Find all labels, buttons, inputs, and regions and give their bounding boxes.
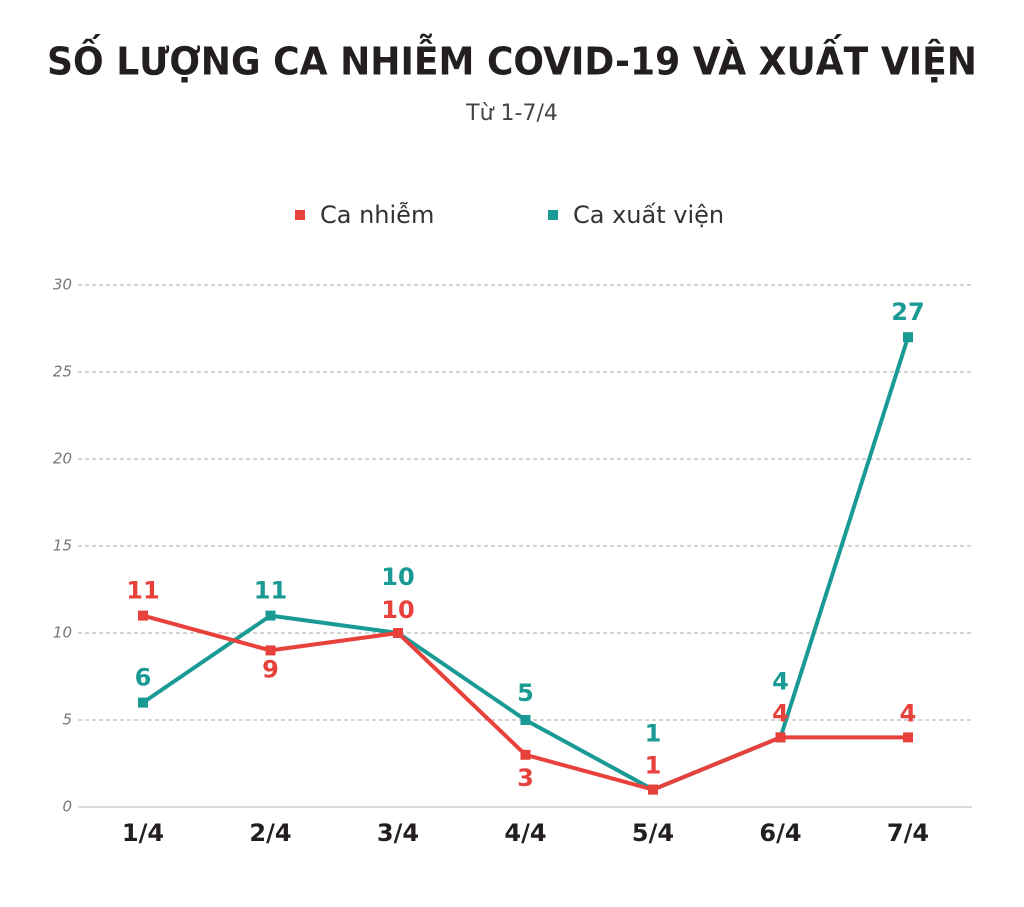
data-point	[775, 732, 786, 743]
data-label: 11	[254, 577, 287, 605]
y-tick-label: 30	[53, 276, 72, 294]
x-tick-label: 4/4	[504, 819, 546, 847]
x-tick-label: 5/4	[632, 819, 674, 847]
data-point	[265, 610, 276, 621]
legend-swatch	[295, 210, 305, 220]
data-label: 9	[262, 655, 279, 683]
chart-subtitle: Từ 1-7/4	[465, 101, 558, 126]
data-point	[138, 697, 148, 708]
data-label: 10	[381, 563, 414, 591]
data-label: 3	[517, 764, 534, 792]
y-tick-label: 0	[62, 798, 72, 816]
data-label: 27	[891, 298, 924, 326]
data-point	[903, 732, 913, 743]
data-point	[903, 332, 913, 343]
y-tick-label: 20	[53, 450, 72, 468]
data-label: 10	[381, 596, 414, 624]
data-point	[393, 628, 403, 638]
data-label: 4	[772, 667, 789, 695]
y-tick-label: 5	[62, 711, 72, 729]
data-point	[648, 784, 658, 795]
x-tick-label: 1/4	[122, 819, 164, 847]
data-label: 11	[126, 577, 159, 605]
x-tick-label: 2/4	[249, 819, 291, 847]
data-point	[520, 715, 531, 725]
data-label: 4	[772, 699, 789, 727]
data-point	[265, 645, 276, 656]
y-tick-label: 25	[53, 363, 72, 381]
data-point	[520, 749, 531, 760]
x-tick-label: 7/4	[887, 819, 929, 847]
data-label: 1	[645, 752, 662, 780]
data-label: 5	[517, 679, 534, 707]
data-label: 6	[135, 664, 152, 692]
chart-title: SỐ LƯỢNG CA NHIỄM COVID-19 VÀ XUẤT VIỆN	[47, 35, 977, 84]
data-label: 4	[900, 699, 917, 727]
legend-swatch	[548, 210, 558, 220]
y-tick-label: 15	[53, 537, 72, 555]
x-tick-label: 6/4	[759, 819, 801, 847]
legend-label: Ca nhiễm	[320, 200, 434, 229]
data-point	[138, 610, 148, 621]
y-tick-label: 10	[53, 624, 72, 642]
data-label: 1	[645, 720, 662, 748]
legend-label: Ca xuất viện	[573, 201, 724, 229]
x-tick-label: 3/4	[377, 819, 419, 847]
